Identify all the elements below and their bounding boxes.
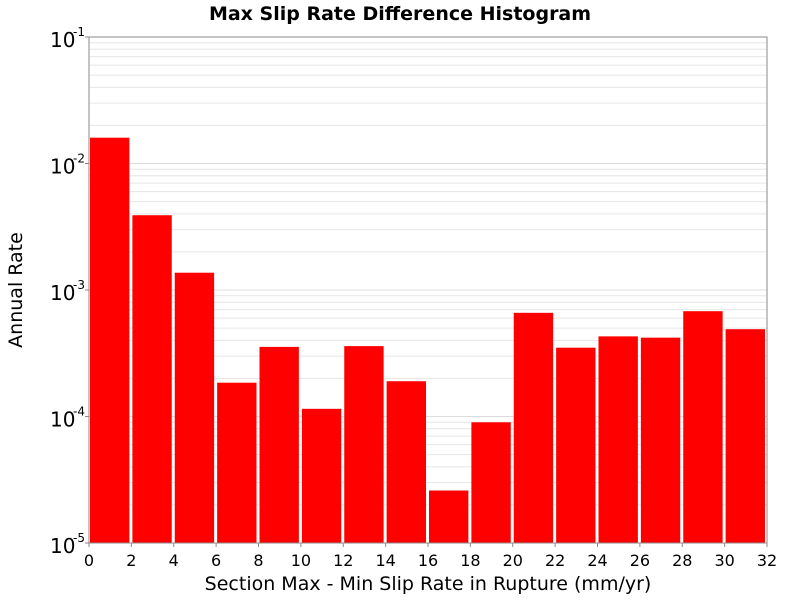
histogram-bar [513, 312, 554, 543]
histogram-bar [344, 346, 384, 543]
y-tick-exponent: -4 [73, 405, 85, 419]
y-tick-exponent: -3 [73, 278, 85, 292]
y-tick-label: 10 [50, 28, 75, 52]
bars [90, 137, 765, 543]
histogram-bar [471, 422, 511, 543]
x-tick-label: 24 [587, 551, 607, 570]
x-tick-label: 14 [375, 551, 395, 570]
x-tick-label: 18 [460, 551, 480, 570]
x-axis-label: Section Max - Min Slip Rate in Rupture (… [205, 573, 652, 595]
x-tick-label: 10 [291, 551, 311, 570]
y-tick-label: 10 [50, 408, 75, 432]
x-tick-label: 6 [211, 551, 221, 570]
histogram-bar [640, 337, 681, 543]
histogram-bar [259, 346, 299, 543]
x-tick-label: 28 [672, 551, 692, 570]
y-axis-ticks: 10-510-410-310-210-1 [50, 25, 89, 558]
y-tick-exponent: -1 [73, 25, 85, 39]
x-tick-label: 30 [714, 551, 734, 570]
histogram-bar [301, 408, 342, 543]
x-tick-label: 16 [418, 551, 438, 570]
x-tick-label: 12 [333, 551, 353, 570]
histogram-bar [683, 311, 723, 543]
histogram-bar [174, 272, 215, 543]
x-axis-ticks: 0 2 4 6 8 10 12 14 16 18 20 22 24 26 28 30 32 [84, 543, 777, 570]
x-tick-label: 4 [169, 551, 179, 570]
x-tick-label: 32 [757, 551, 777, 570]
y-axis-label: Annual Rate [5, 232, 27, 348]
y-tick-label: 10 [50, 155, 75, 179]
histogram-bar [90, 137, 130, 543]
histogram-bar [725, 329, 765, 543]
y-tick-label: 10 [50, 281, 75, 305]
x-tick-label: 26 [630, 551, 650, 570]
histogram-bar [429, 490, 469, 543]
histogram-bar [598, 336, 638, 543]
histogram-bar [132, 215, 172, 543]
x-tick-label: 22 [545, 551, 565, 570]
x-tick-label: 8 [253, 551, 263, 570]
x-tick-label: 20 [503, 551, 523, 570]
x-tick-label: 2 [126, 551, 136, 570]
y-tick-exponent: -2 [73, 152, 85, 166]
y-tick-exponent: -5 [73, 531, 85, 545]
histogram-bar [556, 347, 596, 543]
x-tick-label: 0 [84, 551, 94, 570]
histogram-bar [386, 381, 426, 543]
y-tick-label: 10 [50, 534, 75, 558]
histogram-bar [217, 382, 257, 543]
chart-title: Max Slip Rate Difference Histogram [209, 3, 591, 25]
